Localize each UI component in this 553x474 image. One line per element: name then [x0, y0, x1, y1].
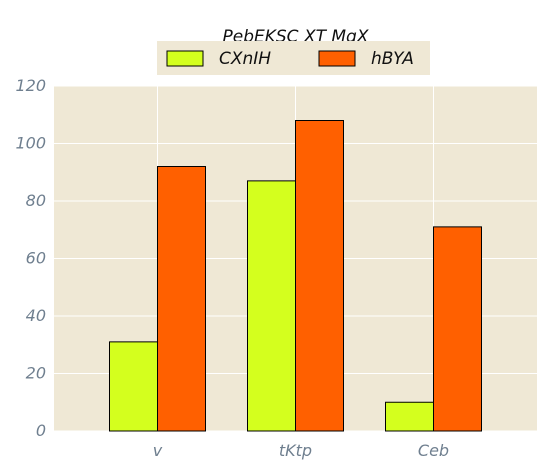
bar-hBYA-Ceb: [433, 226, 482, 432]
y-tick-label: 0: [36, 421, 46, 440]
legend: CXnIH hBYA: [157, 41, 430, 75]
legend-swatch-CXnIH: [166, 50, 204, 67]
y-tick-label: 100: [15, 134, 46, 153]
legend-label-hBYA: hBYA: [371, 49, 414, 69]
y-tick-label: 80: [26, 191, 46, 210]
x-tick-label: Ceb: [418, 441, 449, 460]
bar-CXnIH-v: [109, 341, 158, 432]
y-tick-label: 60: [26, 249, 46, 268]
bar-hBYA-tKtp: [295, 120, 344, 432]
x-tick-label: v: [153, 441, 163, 460]
x-axis-ticks: v tKtp Ceb: [153, 441, 449, 460]
legend-swatch-hBYA: [318, 50, 356, 67]
x-tick-label: tKtp: [279, 441, 312, 460]
bar-hBYA-v: [157, 166, 206, 432]
y-tick-label: 120: [15, 76, 46, 95]
y-tick-label: 40: [26, 306, 46, 325]
bar-CXnIH-Ceb: [385, 401, 434, 432]
y-tick-label: 20: [26, 364, 46, 383]
bar-CXnIH-tKtp: [247, 180, 296, 432]
legend-label-CXnIH: CXnIH: [219, 49, 271, 69]
y-axis-ticks: 0 20 40 60 80 100 120: [15, 76, 46, 440]
bars: [109, 120, 482, 432]
